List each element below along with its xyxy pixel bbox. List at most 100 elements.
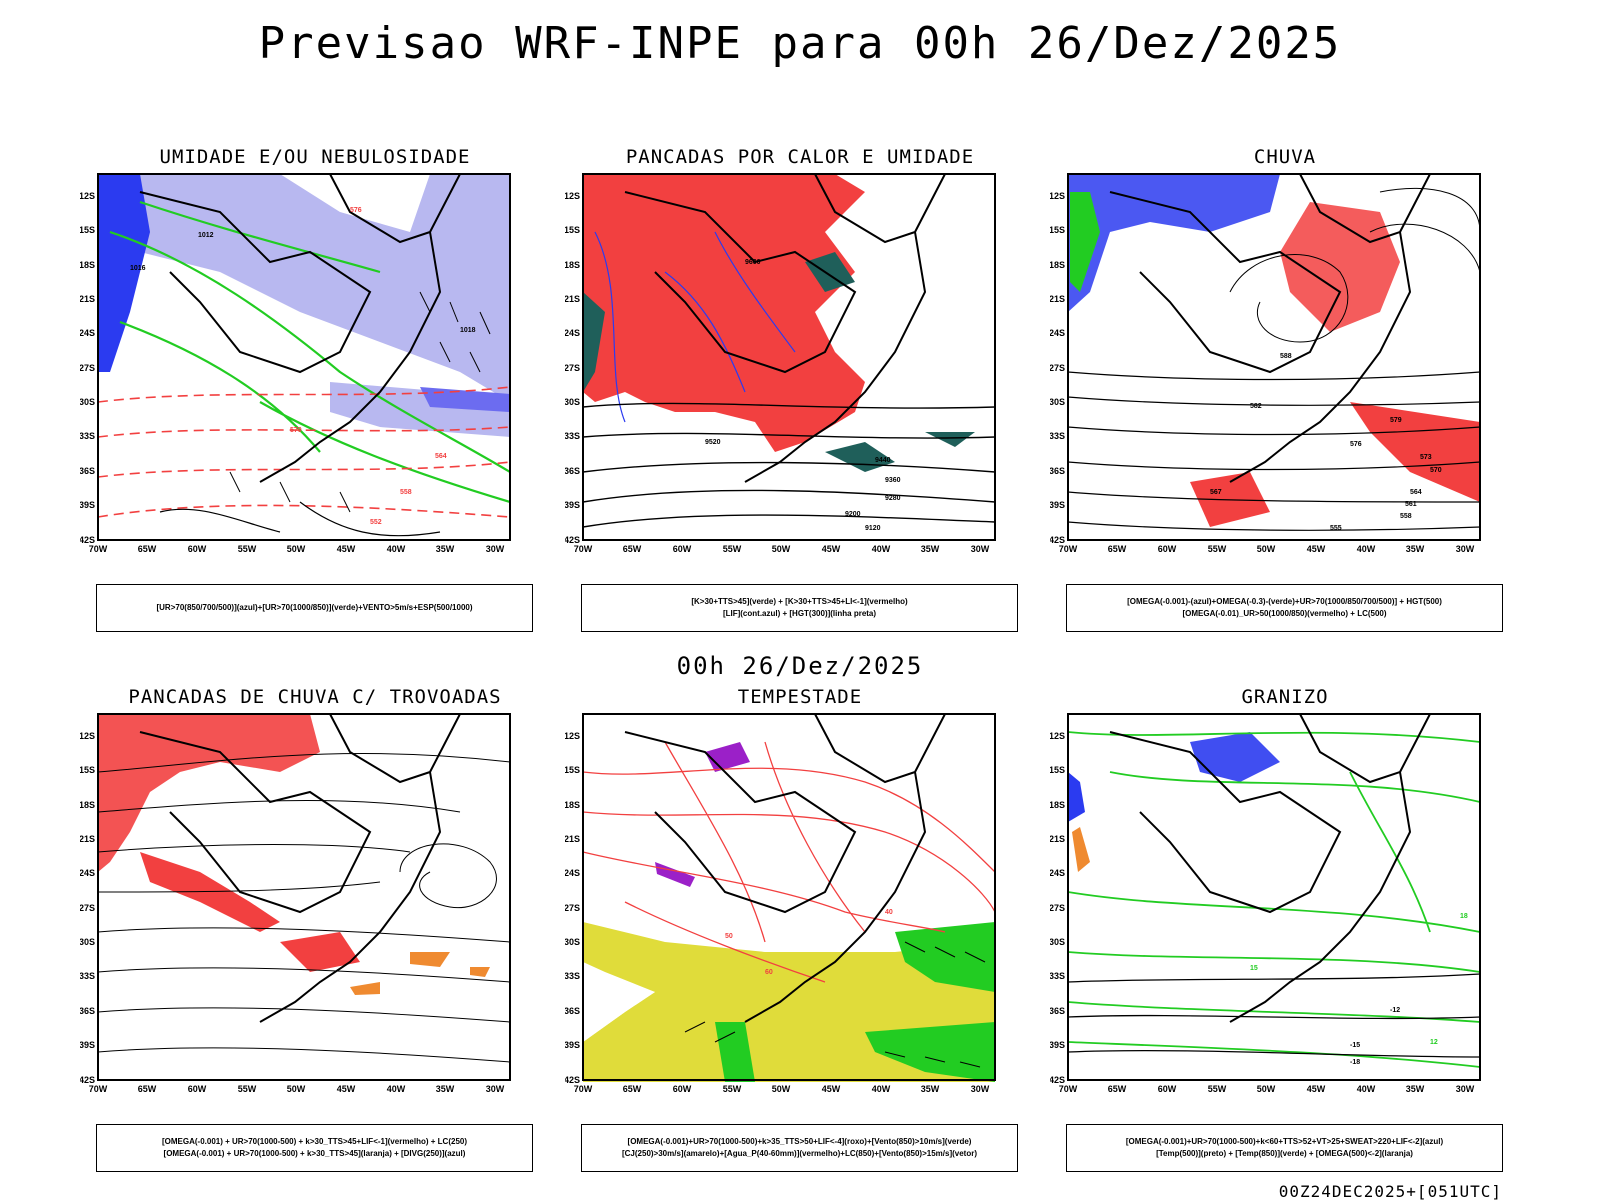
map-frame — [582, 713, 996, 1081]
lat-label: 42S — [1050, 535, 1065, 545]
wind-vectors — [684, 941, 986, 1068]
lat-label: 27S — [565, 903, 580, 913]
lat-label: 39S — [565, 500, 580, 510]
lon-label: 65W — [138, 1084, 157, 1094]
contour-label: 579 — [1390, 417, 1402, 424]
contour-label: 18 — [1460, 913, 1468, 920]
map-umidade: 12S 15S 18S 21S 24S 27S 30S 33S 36S 39S … — [80, 173, 511, 554]
contour-label: 9200 — [845, 511, 861, 518]
contour-label: 567 — [1210, 489, 1222, 496]
contour-label: 12 — [1430, 1039, 1438, 1046]
lon-label: 65W — [1108, 544, 1127, 554]
legend-line: [UR>70(850/700/500)](azul)+[UR>70(1000/8… — [156, 603, 473, 612]
omega500-area — [1072, 827, 1090, 872]
lat-label: 12S — [1050, 731, 1065, 741]
lon-label: 65W — [1108, 1084, 1127, 1094]
contour-label: -18 — [1350, 1059, 1360, 1066]
severe-storm-area — [705, 742, 750, 772]
lat-label: 24S — [80, 868, 95, 878]
convection-area — [410, 952, 450, 967]
lon-label: 70W — [1059, 544, 1078, 554]
legend-line: [Temp(500)](preto) + [Temp(850)](verde) … — [1156, 1149, 1413, 1158]
lat-label: 30S — [80, 937, 95, 947]
lat-label: 36S — [565, 466, 580, 476]
lon-label: 50W — [1257, 1084, 1276, 1094]
lon-label: 35W — [921, 1084, 940, 1094]
field-layer — [97, 714, 511, 1063]
contour-label: 570 — [290, 427, 302, 434]
panel-title: TEMPESTADE — [737, 686, 863, 708]
lon-label: 40W — [872, 1084, 891, 1094]
panel-title: UMIDADE E/OU NEBULOSIDADE — [159, 146, 471, 168]
lat-label: 18S — [1050, 800, 1065, 810]
precip-water-contour — [582, 741, 996, 983]
lon-label: 60W — [188, 544, 207, 554]
contour-label: 60 — [765, 969, 773, 976]
legend-line: [OMEGA(-0.001)+UR>70(1000-500)+k<60+TTS>… — [1125, 1137, 1444, 1146]
lon-label: 60W — [673, 544, 692, 554]
contour-label: 552 — [370, 519, 382, 526]
lat-label: 15S — [80, 765, 95, 775]
lon-label: 45W — [822, 544, 841, 554]
lon-label: 60W — [673, 1084, 692, 1094]
lon-label: 35W — [1406, 544, 1425, 554]
contour-label: 9280 — [885, 495, 901, 502]
omega-weak-area — [1068, 174, 1280, 312]
lat-label: 15S — [1050, 765, 1065, 775]
thunderstorm-area — [98, 714, 320, 872]
map-pancadas-calor: 12S 15S 18S 21S 24S 27S 30S 33S 36S 39S … — [565, 173, 996, 554]
lat-label: 27S — [80, 363, 95, 373]
legend-line: [CJ(250)>30m/s](amarelo)+[Agua_P(40-60mm… — [621, 1149, 977, 1158]
lat-label: 33S — [565, 971, 580, 981]
lat-label: 30S — [565, 937, 580, 947]
convective-area — [925, 432, 975, 447]
lat-label: 36S — [80, 1006, 95, 1016]
lon-label: 30W — [971, 544, 990, 554]
hail-area — [1068, 772, 1085, 822]
lat-label: 24S — [565, 868, 580, 878]
lon-label: 70W — [574, 544, 593, 554]
model-run-code: 00Z24DEC2025+[051UTC] — [1278, 1182, 1502, 1201]
map-pancadas-trovoadas: 12S 15S 18S 21S 24S 27S 30S 33S 36S 39S … — [80, 713, 511, 1094]
lat-label: 21S — [80, 834, 95, 844]
lat-axis: 12S 15S 18S 21S 24S 27S 30S 33S 36S 39S … — [565, 731, 580, 1085]
lat-axis: 12S 15S 18S 21S 24S 27S 30S 33S 36S 39S … — [80, 731, 95, 1085]
lat-label: 30S — [565, 397, 580, 407]
lat-label: 30S — [1050, 397, 1065, 407]
map-frame — [97, 713, 511, 1081]
pressure-contour — [159, 501, 441, 537]
convective-area — [805, 252, 855, 292]
contour-labels: 588 582 579 576 573 570 567 564 561 558 … — [1210, 353, 1442, 532]
contour-label: 9440 — [875, 457, 891, 464]
lon-label: 60W — [1158, 1084, 1177, 1094]
panel-title: GRANIZO — [1241, 686, 1329, 708]
legend-line: [LIF](cont.azul) + [HGT(300)](linha pret… — [722, 609, 877, 618]
temp850-contour — [1067, 731, 1481, 1068]
lat-label: 18S — [1050, 260, 1065, 270]
lon-axis: 70W 65W 60W 55W 50W 45W 40W 35W 30W — [89, 544, 505, 554]
lon-label: 35W — [921, 544, 940, 554]
streamline — [97, 752, 511, 1063]
lon-label: 40W — [1357, 1084, 1376, 1094]
lat-axis: 12S 15S 18S 21S 24S 27S 30S 33S 36S 39S … — [1050, 731, 1065, 1085]
lat-label: 21S — [1050, 834, 1065, 844]
hail-area — [1190, 732, 1280, 782]
lat-label: 39S — [80, 1040, 95, 1050]
lat-label: 15S — [565, 765, 580, 775]
panel-chuva: CHUVA 12S 15S 18S 21S 24S 27S 30S 33S 36… — [1050, 146, 1520, 632]
contour-label: 9600 — [745, 259, 761, 266]
lon-label: 55W — [238, 1084, 257, 1094]
lon-axis: 70W 65W 60W 55W 50W 45W 40W 35W 30W — [574, 1084, 990, 1094]
lat-label: 12S — [80, 731, 95, 741]
lon-label: 70W — [1059, 1084, 1078, 1094]
panel-pancadas-trovoadas: PANCADAS DE CHUVA C/ TROVOADAS 12S 15S 1… — [80, 686, 550, 1172]
lat-label: 24S — [1050, 328, 1065, 338]
lat-label: 42S — [1050, 1075, 1065, 1085]
map-granizo: 12S 15S 18S 21S 24S 27S 30S 33S 36S 39S … — [1050, 713, 1481, 1094]
legend-box: [OMEGA(-0.001)+UR>70(1000-500)+k>35_TTS>… — [581, 1124, 1018, 1172]
coastline-borders — [139, 173, 461, 483]
lat-label: 27S — [565, 363, 580, 373]
lon-axis: 70W 65W 60W 55W 50W 45W 40W 35W 30W — [89, 1084, 505, 1094]
rain-area — [1280, 202, 1400, 332]
contour-label: 570 — [1430, 467, 1442, 474]
